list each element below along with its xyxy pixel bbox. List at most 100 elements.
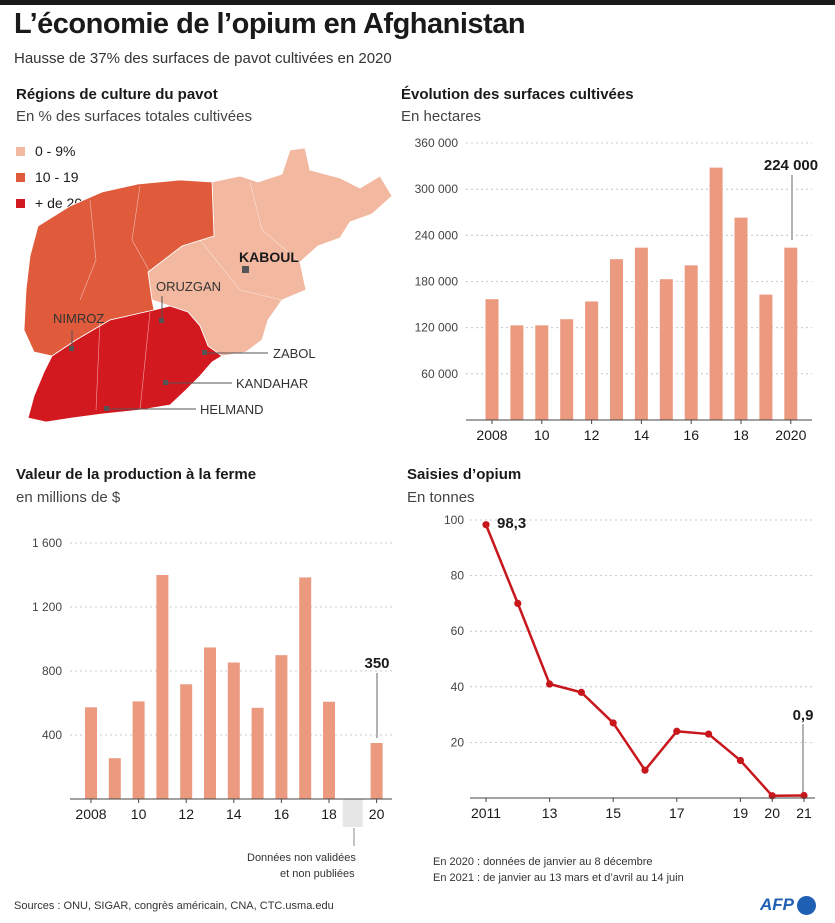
afp-logo-text: AFP [760,895,794,914]
surfaces-bar [709,167,723,420]
production-xtick-label: 10 [131,806,147,822]
afp-logo-dot [797,895,816,915]
legend-swatch-low [16,146,25,156]
map-title: Régions de culture du pavot [16,86,218,103]
map-region-low [147,147,393,357]
surfaces-bar [560,319,574,420]
place-nimroz: NIMROZ [53,311,104,326]
saisies-title: Saisies d’opium [407,466,522,483]
legend-item-mid: 10 - 19 [16,164,82,190]
saisies-xtick-label: 13 [542,805,558,821]
production-title: Valeur de la production à la ferme [16,466,257,483]
production-ytick-label: 1 200 [32,600,62,614]
production-missing-data-box [342,799,363,827]
map-legend: 0 - 9% 10 - 19 + de 20 [16,138,82,216]
production-ytick-label: 400 [42,728,62,742]
surfaces-subtitle: En hectares [401,108,482,125]
production-bar [299,577,312,799]
province-border [249,181,301,263]
map-region-high [27,305,223,423]
province-border [95,319,101,411]
sources-note: Sources : ONU, SIGAR, congrès américain,… [14,900,334,912]
production-bar [251,707,264,799]
production-note-line1: Données non validées [247,852,356,864]
surfaces-xtick-label: 12 [584,427,600,443]
surfaces-xtick-label: 14 [634,427,650,443]
saisies-xtick-label: 19 [733,805,749,821]
saisies-xtick-label: 15 [605,805,621,821]
surfaces-ytick-label: 120 000 [415,321,459,335]
legend-item-high: + de 20 [16,190,82,216]
production-ytick-label: 800 [42,664,62,678]
province-border [139,311,151,411]
saisies-ytick-label: 100 [444,513,464,527]
saisies-note-line1: En 2020 : données de janvier au 8 décemb… [433,856,653,868]
saisies-point [482,521,490,529]
place-helmand: HELMAND [200,402,264,417]
production-xtick-label: 18 [321,806,337,822]
surfaces-bar [684,265,698,420]
saisies-point [609,719,617,727]
production-bar [323,701,335,799]
production-bar [85,707,97,799]
saisies-point [546,680,554,688]
saisies-point [577,688,586,696]
map-subtitle: En % des surfaces totales cultivées [16,108,252,125]
legend-swatch-high [16,198,25,208]
production-note-line2: et non publiées [280,868,355,880]
place-oruzgan: ORUZGAN [156,279,221,294]
saisies-last-label: 0,9 [793,707,814,724]
production-bar [156,575,169,799]
saisies-ytick-label: 80 [451,569,465,583]
production-xtick-label: 14 [226,806,242,822]
surfaces-bar [634,247,648,420]
production-bar [180,684,193,799]
oruzgan-marker [159,318,164,323]
production-xtick-label: 12 [178,806,194,822]
surfaces-bar [510,325,524,420]
surfaces-bar [734,217,748,420]
saisies-subtitle: En tonnes [407,489,475,506]
surfaces-ytick-label: 300 000 [415,182,459,196]
saisies-point [673,727,681,735]
production-bar [370,743,383,799]
page-title: L’économie de l’opium en Afghanistan [14,8,526,40]
saisies-note-line2: En 2021 : de janvier au 13 mars et d’avr… [433,872,684,884]
surfaces-ytick-label: 180 000 [415,275,459,289]
saisies-xtick-label: 17 [669,805,685,821]
production-xtick-label: 16 [274,806,290,822]
production-xtick-label: 20 [369,806,385,822]
saisies-xtick-label: 2011 [471,805,501,821]
surfaces-bar [585,301,599,420]
surfaces-ytick-label: 360 000 [415,136,459,150]
surfaces-title: Évolution des surfaces cultivées [401,86,634,103]
saisies-point [641,766,649,774]
province-borders [79,181,301,411]
production-bar [227,662,240,799]
surfaces-xtick-label: 2020 [775,427,806,443]
place-zabol: ZABOL [273,346,316,361]
production-bar [275,655,288,799]
production-bar [204,647,216,799]
province-border [79,199,97,301]
top-rule [0,0,835,5]
legend-swatch-mid [16,172,25,182]
production-callout-label: 350 [364,655,389,672]
saisies-xtick-label: 21 [796,805,812,821]
production-xtick-label: 2008 [75,806,106,822]
production-bar [108,758,121,799]
saisies-point [705,730,713,738]
saisies-point [736,756,745,765]
place-kandahar: KANDAHAR [236,376,308,391]
place-kaboul: KABOUL [239,249,299,265]
saisies-line [484,524,805,798]
surfaces-ytick-label: 60 000 [421,367,458,381]
zabol-marker [202,350,207,355]
legend-label-mid: 10 - 19 [35,169,79,185]
surfaces-xtick-label: 2008 [476,427,507,443]
page-subtitle: Hausse de 37% des surfaces de pavot cult… [14,50,392,67]
surfaces-bar [759,294,773,420]
surfaces-bar [610,259,623,420]
